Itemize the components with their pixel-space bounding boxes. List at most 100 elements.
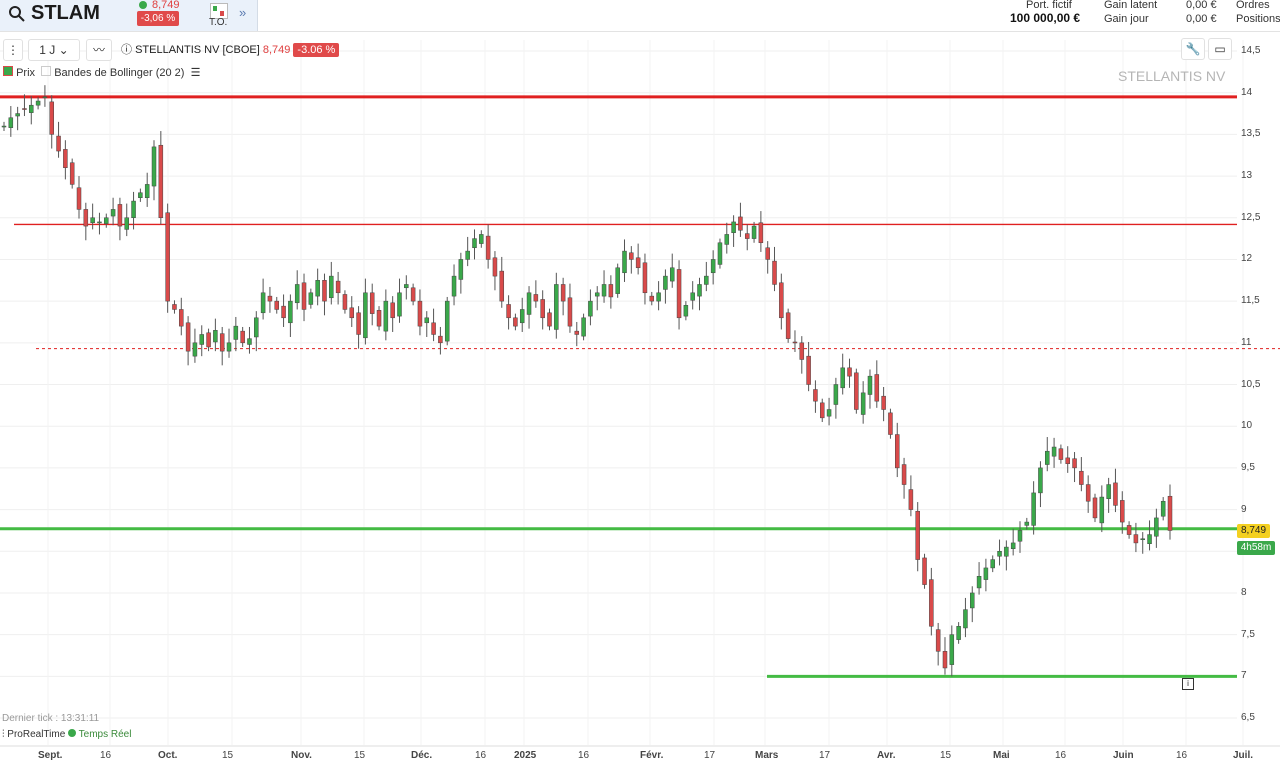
candle-body: [83, 209, 89, 227]
latent-value: 0,00 €: [1186, 0, 1217, 11]
to-label[interactable]: T.O.: [209, 17, 228, 28]
candle-body: [601, 284, 607, 297]
info-marker-icon[interactable]: i: [1182, 678, 1194, 690]
x-tick-label: 16: [475, 750, 487, 761]
candle-body: [349, 307, 355, 319]
x-tick-label: 17: [704, 750, 716, 761]
realtime-label: Temps Réel: [78, 729, 132, 740]
candle-body: [165, 212, 170, 302]
window-icon[interactable]: ▭: [1208, 38, 1232, 60]
candle-body: [97, 221, 102, 224]
candle-body: [424, 317, 430, 324]
candle-body: [779, 282, 784, 319]
top-bar: STLAM 8,749 -3,06 % T.O. » Port. fictif …: [0, 0, 1280, 32]
realtime-dot: [68, 729, 77, 737]
candle-body: [806, 355, 811, 385]
candle-body: [629, 252, 634, 260]
x-tick-label: 16: [100, 750, 112, 761]
candle-body: [444, 300, 450, 342]
candle-body: [397, 292, 402, 317]
y-tick-label: 11,5: [1241, 295, 1260, 307]
candle-body: [854, 372, 859, 410]
wrench-icon[interactable]: 🔧: [1181, 38, 1205, 60]
candle-body: [288, 300, 293, 324]
candle-body: [383, 300, 389, 332]
symbol-box[interactable]: STLAM 8,749 -3,06 % T.O. »: [0, 0, 258, 31]
candle-body: [294, 284, 300, 304]
candle-body: [410, 287, 416, 302]
prorealtime-logo-icon: ⫶: [2, 729, 5, 740]
candle-body: [90, 217, 95, 224]
last-price-tag: 8,749: [1237, 524, 1270, 538]
candle-body: [458, 259, 464, 280]
candle-body: [683, 305, 689, 317]
candle-body: [772, 260, 777, 285]
candle-body: [22, 108, 27, 110]
candle-body: [710, 259, 716, 274]
candle-body: [233, 325, 239, 340]
bollinger-swatch: [41, 66, 52, 76]
candle-body: [206, 332, 211, 348]
time-remaining-tag: 4h58m: [1237, 541, 1275, 555]
candle-body: [158, 144, 164, 218]
instrument-name: STELLANTIS NV [CBOE]: [135, 44, 260, 56]
orders-link[interactable]: Ordres: [1236, 0, 1270, 11]
candle-body: [1147, 534, 1152, 544]
symbol-ticker[interactable]: STLAM: [31, 2, 100, 24]
candle-body: [690, 292, 695, 301]
day-value: 0,00 €: [1186, 13, 1217, 25]
candle-body: [608, 284, 614, 298]
chart-type-icon[interactable]: 〰: [86, 39, 112, 61]
instrument-info[interactable]: ⓘ STELLANTIS NV [CBOE] 8,749 -3.06 %: [121, 41, 340, 57]
y-tick-label: 9: [1241, 503, 1247, 515]
candle-body: [104, 217, 109, 224]
price-legend-label[interactable]: Prix: [16, 67, 36, 79]
candle-body: [1072, 458, 1077, 469]
y-tick-label: 13: [1241, 170, 1253, 182]
candle-body: [1120, 500, 1125, 523]
interval-value: 1 J: [39, 43, 56, 57]
candle-body: [192, 342, 198, 357]
expand-icon[interactable]: »: [239, 5, 247, 20]
candle-body: [697, 284, 702, 297]
candle-body: [751, 225, 757, 239]
x-tick-label: Déc.: [411, 750, 433, 761]
candle-body: [369, 292, 375, 314]
bollinger-legend-label[interactable]: Bandes de Bollinger (20 2): [54, 67, 185, 79]
candle-body: [485, 235, 491, 260]
candle-body: [526, 292, 532, 315]
candle-body: [942, 651, 948, 669]
candle-body: [69, 162, 75, 185]
candle-body: [908, 489, 914, 510]
candle-body: [731, 221, 736, 234]
candle-body: [260, 292, 266, 314]
drag-handle-icon[interactable]: ⋮: [3, 39, 23, 61]
candle-body: [29, 104, 34, 113]
candle-body: [615, 267, 620, 294]
y-tick-label: 13,5: [1241, 128, 1261, 140]
list-icon[interactable]: ☰: [190, 67, 201, 79]
candle-body: [1065, 457, 1070, 464]
candle-body: [499, 270, 505, 302]
x-tick-label: Sept.: [38, 750, 63, 761]
candle-body: [560, 284, 566, 302]
y-tick-label: 7,5: [1241, 628, 1255, 640]
port-label: Port. fictif: [1026, 0, 1072, 11]
candle-body: [76, 187, 82, 210]
candle-body: [956, 626, 961, 640]
price-legend-swatch: [3, 66, 13, 76]
footer-brand: ⫶ ProRealTime Temps Réel: [2, 729, 131, 740]
candle-body: [554, 284, 559, 330]
orders-book-icon[interactable]: [210, 3, 228, 19]
candle-body: [765, 247, 770, 260]
info-icon: ⓘ: [121, 44, 132, 56]
candle-body: [110, 209, 116, 217]
x-tick-label: 16: [578, 750, 590, 761]
interval-select[interactable]: 1 J ⌄: [28, 39, 80, 61]
search-icon[interactable]: [8, 5, 26, 23]
candle-body: [8, 117, 14, 128]
candle-body: [888, 412, 893, 435]
positions-link[interactable]: Positions: [1236, 13, 1280, 25]
candle-body: [1, 125, 7, 128]
